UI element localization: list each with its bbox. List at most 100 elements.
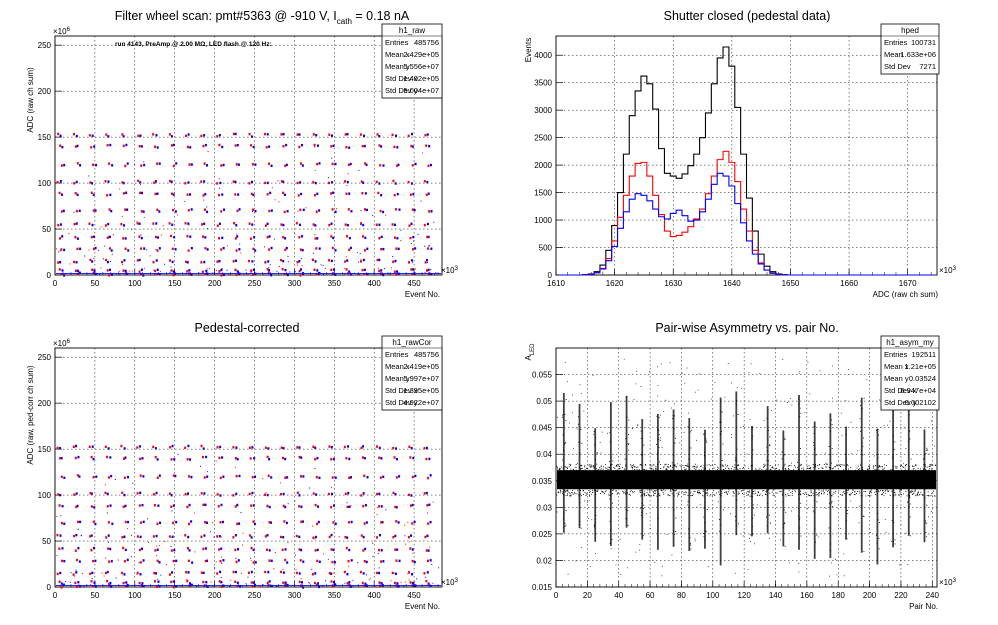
asymmetry-point [896,467,898,469]
point-cor-red [235,560,238,564]
asymmetry-point [663,489,665,491]
asymmetry-point [799,492,801,494]
point-cor-red [330,458,333,461]
point-raw-scatter [324,267,326,269]
point-raw-blue [350,273,353,276]
asymmetry-point [757,491,759,493]
point-raw-red [217,193,220,197]
point-raw-blue [122,224,125,227]
point-raw-scatter [358,261,360,263]
point-raw-blue [331,181,334,184]
point-cor-scatter [374,586,376,588]
asymmetry-outlier [804,486,806,488]
asymmetry-point [766,516,767,518]
point-raw-scatter [287,255,289,257]
point-cor-scatter [416,578,418,580]
point-raw-scatter [143,267,145,269]
asymmetry-point [817,494,819,496]
point-cor-red [139,474,142,477]
point-raw-blue [286,210,289,213]
point-raw-blue [221,236,224,240]
asymmetry-point [895,494,897,496]
asymmetry-outlier [799,371,801,373]
asymmetry-point [915,464,917,466]
point-raw-blue [218,222,221,225]
asymmetry-point [607,466,609,468]
point-raw-red [186,235,189,238]
point-cor-red [232,570,235,574]
point-raw-blue [314,181,317,185]
asymmetry-point [663,493,665,495]
asymmetry-point [929,469,931,471]
asymmetry-point [581,486,583,488]
asymmetry-point [722,464,723,466]
point-raw-blue [78,271,81,274]
point-raw-scatter [131,228,133,230]
asymmetry-point [914,490,916,492]
point-raw-red [92,163,95,166]
point-raw-red [136,222,139,225]
point-raw-red [154,235,157,239]
asymmetry-point [832,467,834,469]
asymmetry-point [702,491,704,493]
point-cor-scatter [164,540,166,542]
asymmetry-point [654,491,656,493]
asymmetry-point [878,469,880,471]
asymmetry-point [565,442,567,444]
asymmetry-outlier [579,384,581,386]
asymmetry-point [658,493,660,495]
point-raw-red [250,144,253,147]
point-cor-blue [187,571,190,574]
point-cor-red [61,559,64,563]
point-cor-blue [187,444,190,448]
asymmetry-point [917,493,918,495]
point-raw-scatter [360,224,362,226]
point-cor-red [186,505,189,509]
point-raw-red [74,269,77,273]
point-raw-blue [364,236,367,240]
point-raw-scatter [289,271,291,273]
point-raw-red [408,261,411,264]
point-raw-scatter [240,252,242,254]
point-raw-scatter [59,250,61,252]
point-raw-blue [219,181,222,185]
asymmetry-point [596,453,598,455]
point-raw-blue [298,133,301,136]
point-cor-blue [187,492,190,495]
point-cor-blue [90,492,93,495]
asymmetry-point [679,464,681,466]
point-raw-red [377,191,380,195]
asymmetry-point [929,468,931,470]
point-cor-red [393,581,396,585]
point-raw-blue [106,260,109,264]
asymmetry-point [630,490,632,492]
asymmetry-outlier [829,504,831,506]
asymmetry-point [818,494,820,496]
point-cor-blue [394,534,397,538]
point-raw-red [391,133,394,136]
asymmetry-point [831,502,833,504]
asymmetry-point [798,498,800,500]
asymmetry-point [686,465,688,466]
asymmetry-point [718,471,720,473]
run-annotation: run 4143, PreAmp @ 2.00 MΩ, LED flash @ … [115,41,272,48]
point-cor-red [362,549,365,552]
asymmetry-point [781,491,783,493]
asymmetry-point [593,525,595,527]
point-raw-blue [285,143,288,147]
point-raw-blue [412,235,415,239]
asymmetry-point [842,491,844,493]
asymmetry-outlier [635,551,637,553]
tick-label-y-raw-4: 200 [38,87,52,96]
tick-label-x-raw-0: 0 [53,279,58,288]
point-cor-blue [332,548,335,552]
asymmetry-point [909,503,911,505]
point-raw-blue [173,236,176,239]
point-raw-red [139,191,142,195]
asymmetry-point [835,490,837,492]
asymmetry-point [673,455,675,456]
asymmetry-point [768,514,770,516]
asymmetry-point [893,521,895,523]
point-raw-blue [187,181,190,184]
asymmetry-point [828,471,830,473]
